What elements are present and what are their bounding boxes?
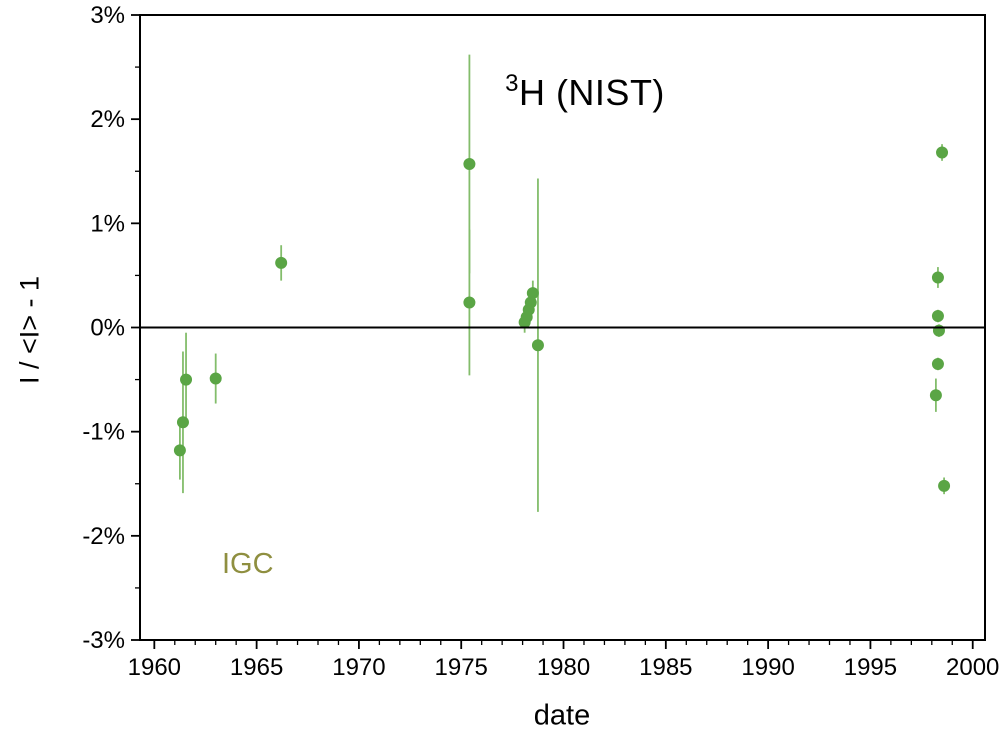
data-point: [275, 256, 288, 269]
y-tick-label: -3%: [82, 627, 125, 654]
x-tick-label: 1975: [435, 654, 488, 681]
y-tick-label: 1%: [90, 210, 125, 237]
x-tick-label: 1985: [639, 654, 692, 681]
chart-title: 3H (NIST): [505, 70, 665, 114]
x-tick-label: 1980: [537, 654, 590, 681]
y-tick-label: -1%: [82, 419, 125, 446]
y-tick-label: 3%: [90, 2, 125, 29]
y-tick-label: 0%: [90, 315, 125, 342]
data-point: [938, 479, 951, 492]
y-tick-label: 2%: [90, 106, 125, 133]
data-point: [936, 146, 949, 159]
data-point: [531, 339, 544, 352]
y-axis-label: I / <I> - 1: [14, 275, 45, 385]
data-point: [173, 444, 186, 457]
data-point: [931, 271, 944, 284]
y-tick-label: -2%: [82, 523, 125, 550]
error-bars: [178, 54, 945, 512]
x-tick-label: 1990: [741, 654, 794, 681]
x-tick-label: 1995: [844, 654, 897, 681]
data-point: [931, 310, 944, 323]
tick-labels: 1960 1965 1970 1975 1980 1985 1990 1995 2000 3% 2%…: [82, 2, 999, 681]
data-point: [180, 373, 193, 386]
x-tick-label: 1960: [128, 654, 181, 681]
data-point: [526, 287, 539, 300]
chart-title-text: H (NIST): [518, 72, 665, 113]
data-point: [463, 296, 476, 309]
data-point: [931, 357, 944, 370]
data-point: [176, 416, 189, 429]
x-tick-label: 1970: [332, 654, 385, 681]
data-point: [209, 372, 222, 385]
x-tick-label: 1965: [230, 654, 283, 681]
chart-title-superscript: 3: [505, 70, 519, 97]
x-tick-label: 2000: [946, 654, 999, 681]
data-point: [463, 157, 476, 170]
data-point: [929, 389, 942, 402]
data-points: [173, 146, 951, 492]
igc-annotation: IGC: [222, 548, 274, 580]
x-axis-label: date: [533, 699, 591, 732]
